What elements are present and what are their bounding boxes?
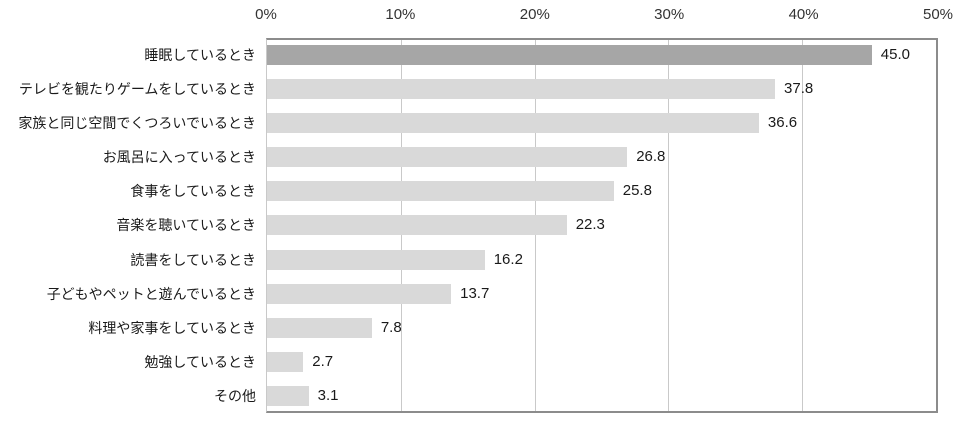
category-label: 睡眠しているとき (144, 47, 256, 63)
bar (267, 317, 372, 338)
x-axis-tick: 40% (788, 6, 819, 23)
bar (267, 385, 309, 406)
category-label: 勉強しているとき (144, 353, 256, 370)
category-label: その他 (214, 387, 256, 404)
category-label: 食事をしているとき (130, 183, 256, 200)
bar (267, 283, 452, 304)
chart-row: 家族と同じ空間でくつろいでいるとき 36.6 (0, 106, 974, 140)
value-label: 7.8 (380, 318, 402, 336)
chart-row: 子どもやペットと遊んでいるとき 13.7 (0, 277, 974, 311)
value-label: 22.3 (575, 216, 605, 234)
category-label: 料理や家事をしているとき (88, 319, 256, 336)
chart-row: 音楽を聴いているとき 22.3 (0, 208, 974, 242)
value-label: 25.8 (622, 182, 652, 200)
bar (267, 45, 872, 66)
x-axis-tick: 10% (385, 6, 416, 23)
bar (267, 113, 759, 134)
chart-row: 勉強しているとき 2.7 (0, 345, 974, 379)
bar (267, 351, 304, 372)
x-axis-tick: 20% (519, 6, 550, 23)
category-label: 音楽を聴いているとき (116, 217, 256, 234)
chart-row: 料理や家事をしているとき 7.8 (0, 311, 974, 345)
value-label: 13.7 (460, 284, 490, 302)
value-label: 3.1 (317, 386, 339, 404)
x-axis-tick: 0% (255, 6, 277, 23)
bar (267, 147, 628, 168)
value-label: 26.8 (636, 148, 666, 166)
bar (267, 215, 567, 236)
x-axis-tick: 50% (922, 6, 954, 23)
category-label: お風呂に入っているとき (102, 149, 256, 166)
chart-row: テレビを観たりゲームをしているとき 37.8 (0, 72, 974, 106)
bar (267, 249, 485, 270)
chart-row: その他 3.1 (0, 379, 974, 413)
category-label: 子どもやペットと遊んでいるとき (46, 285, 256, 302)
category-label: 家族と同じ空間でくつろいでいるとき (18, 115, 256, 132)
chart-row: 食事をしているとき 25.8 (0, 174, 974, 208)
category-label: テレビを観たりゲームをしているとき (18, 81, 256, 98)
x-axis: 0% 10% 20% 30% 40% 50% (255, 6, 953, 30)
bar (267, 79, 776, 100)
value-label: 36.6 (767, 114, 798, 132)
value-label: 45.0 (880, 46, 910, 64)
value-label: 2.7 (312, 352, 334, 370)
chart-row: 読書をしているとき 16.2 (0, 243, 974, 277)
x-axis-tick: 30% (654, 6, 685, 23)
chart-row: お風呂に入っているとき 26.8 (0, 140, 974, 174)
chart-row: 睡眠しているとき 45.0 (0, 38, 974, 72)
bar (267, 181, 614, 202)
gridline (802, 40, 804, 411)
category-label: 読書をしているとき (130, 251, 256, 268)
value-label: 16.2 (493, 250, 523, 268)
gridline (668, 40, 670, 411)
value-label: 37.8 (784, 80, 814, 98)
